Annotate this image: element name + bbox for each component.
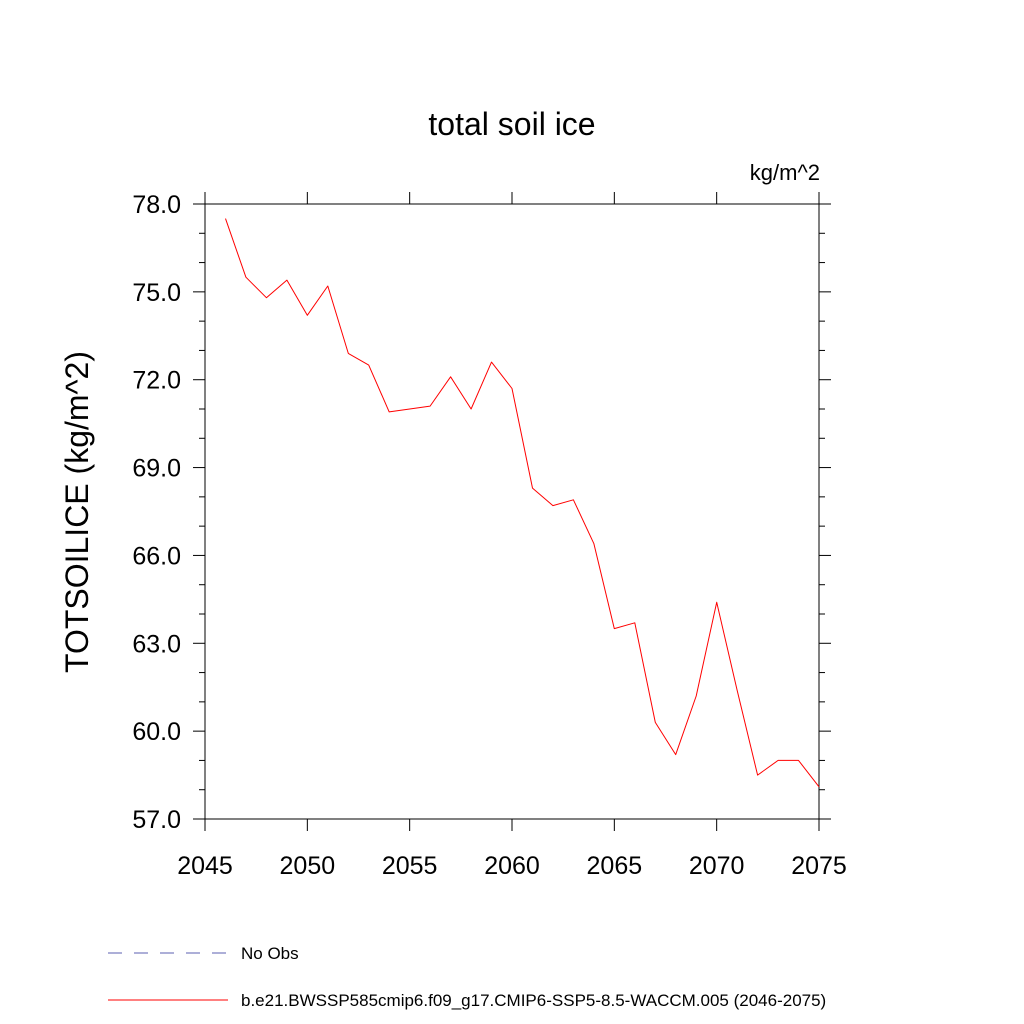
- y-tick-label: 69.0: [132, 455, 181, 483]
- y-tick-label: 72.0: [132, 367, 181, 395]
- series-layer: [225, 218, 820, 788]
- legend-label-model: b.e21.BWSSP585cmip6.f09_g17.CMIP6-SSP5-8…: [241, 991, 826, 1010]
- x-tick-label: 2050: [280, 852, 336, 880]
- legend: No Obs b.e21.BWSSP585cmip6.f09_g17.CMIP6…: [108, 944, 826, 1010]
- x-tick-label: 2055: [382, 852, 438, 880]
- y-tick-label: 63.0: [132, 630, 181, 658]
- x-tick-label: 2075: [791, 852, 847, 880]
- y-tick-label: 60.0: [132, 718, 181, 746]
- x-tick-label: 2045: [177, 852, 233, 880]
- x-tick-label: 2060: [484, 852, 540, 880]
- x-tick-labels: 2045 2050 2055 2060 2065 2070 2075: [177, 852, 847, 880]
- series-line: [225, 218, 820, 788]
- y-tick-label: 66.0: [132, 542, 181, 570]
- axis-ticks: [193, 192, 831, 831]
- y-tick-label: 78.0: [132, 191, 181, 219]
- y-tick-label: 75.0: [132, 279, 181, 307]
- y-axis-label: TOTSOILICE (kg/m^2): [59, 351, 95, 673]
- x-tick-label: 2065: [587, 852, 643, 880]
- legend-label-no-obs: No Obs: [241, 944, 299, 963]
- units-label: kg/m^2: [750, 160, 820, 185]
- chart-title: total soil ice: [428, 106, 595, 142]
- plot-frame: [204, 203, 820, 820]
- y-tick-labels: 57.0 60.0 63.0 66.0 69.0 72.0 75.0 78.0: [132, 191, 181, 834]
- y-tick-label: 57.0: [132, 806, 181, 834]
- x-tick-label: 2070: [689, 852, 745, 880]
